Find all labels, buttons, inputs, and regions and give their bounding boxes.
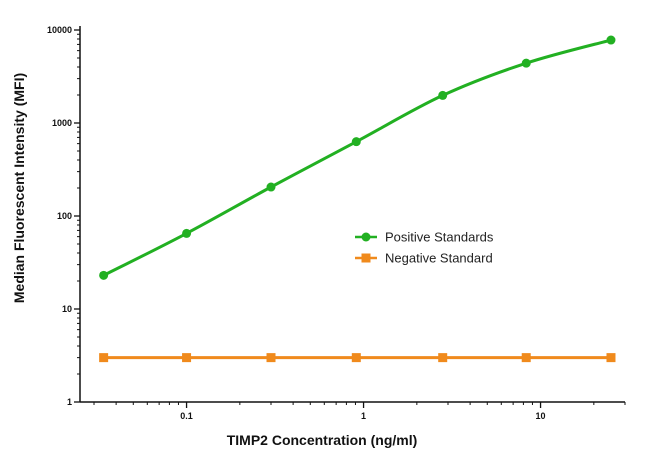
data-point	[351, 137, 361, 147]
y-ticks: 1 10 100 1000 10000	[47, 25, 80, 407]
y-tick-label: 1000	[52, 118, 72, 128]
legend: Positive Standards Negative Standard	[355, 230, 494, 266]
data-point	[438, 353, 448, 363]
x-tick-label: 1	[361, 411, 366, 421]
y-tick-label: 100	[57, 211, 72, 221]
data-point	[606, 35, 616, 45]
x-tick-label: 10	[536, 411, 546, 421]
x-tick-label: 0.1	[180, 411, 193, 421]
legend-label: Positive Standards	[385, 230, 494, 245]
x-ticks: 0.1 1 10	[93, 402, 626, 421]
axes	[79, 26, 625, 403]
data-point	[266, 182, 276, 192]
y-tick-label: 10	[62, 304, 72, 314]
data-point	[182, 228, 192, 238]
data-point	[521, 58, 531, 68]
data-point	[99, 270, 109, 280]
y-tick-label: 10000	[47, 25, 72, 35]
legend-label: Negative Standard	[385, 251, 493, 266]
data-point	[266, 353, 276, 363]
series-layer	[99, 35, 616, 363]
data-point	[521, 353, 531, 363]
data-point	[351, 353, 361, 363]
x-axis-title: TIMP2 Concentration (ng/ml)	[227, 432, 418, 448]
legend-marker	[361, 232, 371, 242]
data-point	[182, 353, 192, 363]
y-axis-title: Median Fluorescent Intensity (MFI)	[11, 73, 27, 303]
series-line-0	[102, 38, 612, 277]
data-point	[438, 90, 448, 100]
data-point	[99, 353, 109, 363]
data-point	[606, 353, 616, 363]
legend-marker	[361, 253, 371, 263]
y-tick-label: 1	[67, 397, 72, 407]
